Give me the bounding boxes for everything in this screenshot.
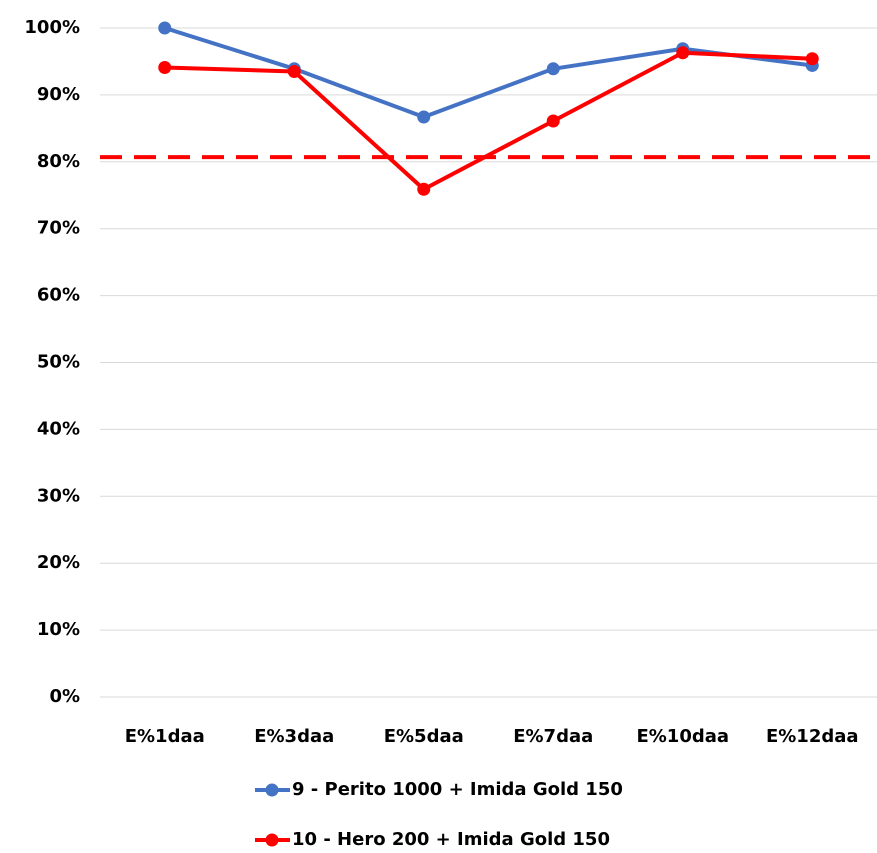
data-point bbox=[417, 182, 431, 196]
series-line bbox=[164, 26, 813, 119]
y-tick-label: 40% bbox=[37, 418, 80, 439]
data-point bbox=[158, 21, 172, 35]
y-tick-label: 90% bbox=[37, 84, 80, 105]
legend-marker bbox=[265, 833, 279, 847]
y-tick-label: 70% bbox=[37, 218, 80, 239]
data-point bbox=[676, 46, 690, 60]
x-tick-label: E%12daa bbox=[766, 726, 859, 747]
y-tick-label: 0% bbox=[49, 686, 80, 707]
data-point bbox=[158, 60, 172, 74]
x-tick-label: E%7daa bbox=[513, 726, 593, 747]
y-tick-label: 80% bbox=[37, 151, 80, 172]
x-tick-label: E%5daa bbox=[384, 726, 464, 747]
series-line bbox=[164, 50, 813, 192]
data-point bbox=[546, 114, 560, 128]
y-tick-label: 100% bbox=[24, 17, 80, 38]
x-tick-label: E%10daa bbox=[636, 726, 729, 747]
y-tick-label: 60% bbox=[37, 285, 80, 306]
data-point bbox=[417, 110, 431, 124]
y-tick-label: 10% bbox=[37, 619, 80, 640]
data-point bbox=[546, 62, 560, 76]
x-tick-label: E%1daa bbox=[125, 726, 205, 747]
x-tick-label: E%3daa bbox=[254, 726, 334, 747]
data-point bbox=[287, 64, 301, 78]
y-tick-label: 30% bbox=[37, 485, 80, 506]
legend-label: 10 - Hero 200 + Imida Gold 150 bbox=[292, 829, 610, 850]
y-tick-label: 20% bbox=[37, 552, 80, 573]
legend-marker bbox=[265, 783, 279, 797]
data-point bbox=[805, 52, 819, 66]
legend-label: 9 - Perito 1000 + Imida Gold 150 bbox=[292, 779, 623, 800]
y-tick-label: 50% bbox=[37, 352, 80, 373]
